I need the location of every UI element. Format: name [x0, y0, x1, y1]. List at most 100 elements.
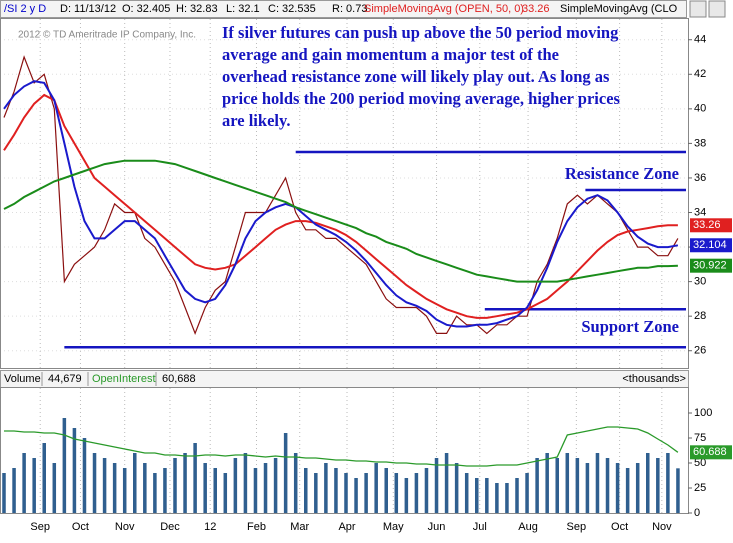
volume-bar: [404, 478, 409, 513]
x-tick-label: Apr: [338, 521, 355, 533]
y-tick-label: 75: [694, 432, 706, 444]
volume-bar: [656, 458, 660, 513]
moving-average: [3, 93, 678, 319]
zone-label: Support Zone: [581, 317, 679, 336]
annotation: If silver futures can push up above the …: [222, 23, 619, 42]
volume-bar: [12, 468, 16, 513]
volume-bar: [344, 473, 348, 513]
annotation: price holds the 200 period moving averag…: [222, 89, 621, 108]
x-tick-label: Jul: [473, 521, 487, 533]
x-tick-label: Sep: [567, 521, 587, 533]
tool-icon[interactable]: [708, 0, 726, 18]
value-tag-label: 30.922: [693, 260, 727, 272]
volume-bar: [545, 453, 549, 513]
volume-bar: [515, 478, 519, 513]
volume-bar: [334, 468, 338, 513]
legend-label: <thousands>: [622, 373, 686, 385]
x-tick-label: Sep: [30, 521, 50, 533]
y-tick-label: 40: [694, 103, 706, 115]
volume-bar: [183, 453, 187, 513]
volume-bar: [223, 473, 228, 513]
volume-bar: [454, 463, 459, 513]
legend-label: 60,688: [162, 373, 196, 385]
volume-bar: [585, 463, 590, 513]
volume-bar: [32, 458, 36, 513]
annotation: average and gain momentum a major test o…: [222, 45, 559, 64]
volume-bar: [122, 468, 127, 513]
high: H: 32.83: [176, 3, 218, 15]
volume-bar: [82, 438, 87, 513]
volume-bar: [52, 463, 57, 513]
volume-bar: [434, 458, 439, 513]
moving-average: [3, 159, 678, 283]
volume-bar: [173, 458, 177, 513]
study1-value: 33.26: [522, 3, 550, 15]
volume-bar: [565, 453, 570, 513]
x-tick-label: Dec: [160, 521, 180, 533]
value-tag-label: 32.104: [693, 239, 727, 251]
x-tick-label: Jun: [428, 521, 446, 533]
open: O: 32.405: [122, 3, 170, 15]
volume-bar: [646, 453, 650, 513]
volume-bar: [153, 473, 157, 513]
x-tick-label: Nov: [652, 521, 672, 533]
volume-bar: [203, 463, 207, 513]
volume-bar: [2, 473, 6, 513]
annotation: are likely.: [222, 111, 290, 130]
tool-icon[interactable]: [689, 0, 707, 18]
volume-bar: [605, 458, 610, 513]
value-tag: [690, 238, 732, 253]
volume-bar: [615, 463, 620, 513]
volume-bar: [595, 453, 600, 513]
volume-bar: [374, 463, 378, 513]
volume-bar: [213, 468, 217, 513]
y-tick-label: 38: [694, 137, 706, 149]
volume-bar: [273, 458, 278, 513]
x-tick-label: Feb: [247, 521, 266, 533]
volume-bar: [354, 478, 358, 513]
y-tick-label: 100: [694, 407, 712, 419]
volume-bar: [102, 458, 107, 513]
value-tag: [690, 218, 732, 233]
legend-label: 44,679: [48, 373, 82, 385]
volume-bar: [112, 463, 117, 513]
volume-bar: [62, 418, 67, 513]
y-tick-label: 28: [694, 310, 706, 322]
x-tick-label: Nov: [115, 521, 135, 533]
study2: SimpleMovingAvg (CLO: [560, 3, 678, 15]
volume-bar: [293, 453, 298, 513]
y-tick-label: 44: [694, 34, 706, 46]
volume-bar: [444, 453, 449, 513]
volume-bar: [304, 468, 308, 513]
y-tick-label: 0: [694, 507, 700, 519]
volume-bar: [253, 468, 258, 513]
date: D: 11/13/12: [60, 3, 116, 15]
volume-bar: [485, 478, 489, 513]
x-tick-label: 12: [204, 521, 216, 533]
x-tick-label: Mar: [290, 521, 309, 533]
value-tag: [690, 445, 732, 460]
volume-bar: [424, 468, 429, 513]
y-tick-label: 25: [694, 482, 706, 494]
volume-bar: [666, 453, 670, 513]
x-tick-label: Oct: [611, 521, 628, 533]
volume-bar: [263, 463, 268, 513]
y-tick-label: 50: [694, 457, 706, 469]
y-tick-label: 26: [694, 345, 706, 357]
volume-bar: [133, 453, 137, 513]
header-bar: [0, 0, 687, 18]
volume-bar: [163, 468, 167, 513]
low: L: 32.1: [226, 3, 260, 15]
volume-bar: [625, 468, 630, 513]
zone-label: Resistance Zone: [565, 164, 679, 183]
volume-bar: [414, 473, 419, 513]
volume-bar: [92, 453, 97, 513]
symbol: /SI 2 y D: [4, 3, 46, 15]
moving-average: [3, 80, 679, 328]
volume-bar: [384, 468, 388, 513]
x-tick-label: Aug: [518, 521, 538, 533]
y-tick-label: 42: [694, 68, 706, 80]
y-tick-label: 30: [694, 276, 706, 288]
volume-bar: [233, 458, 238, 513]
